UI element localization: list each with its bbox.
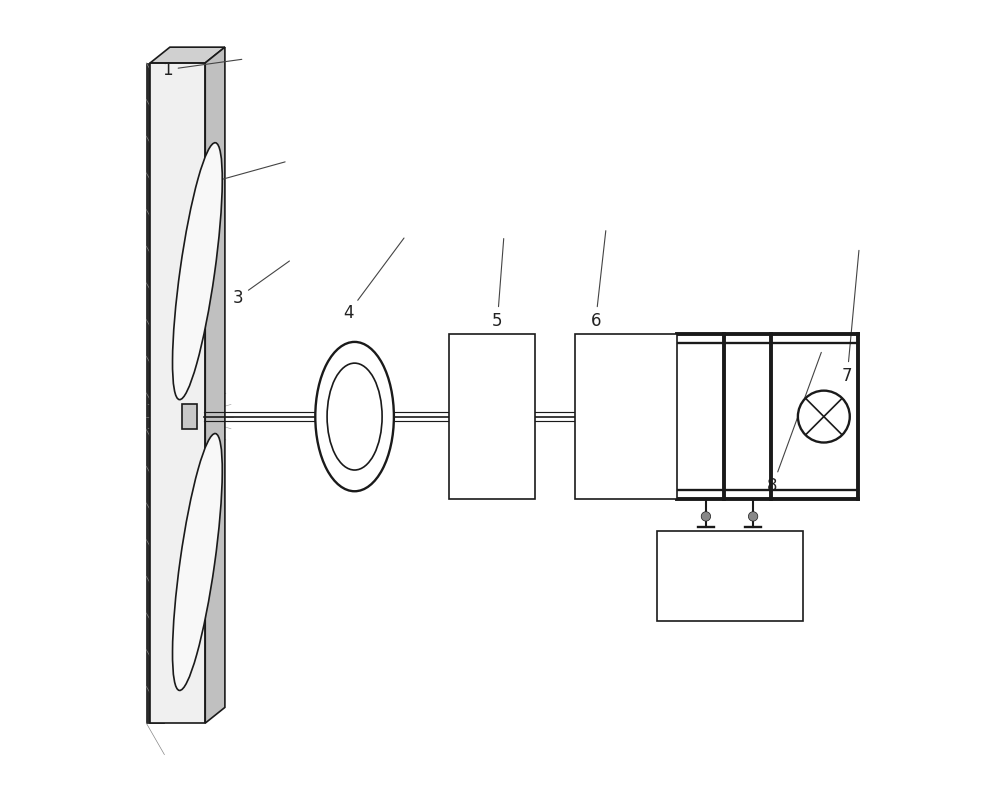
Ellipse shape — [173, 434, 222, 690]
Ellipse shape — [315, 342, 394, 491]
Text: 4: 4 — [343, 238, 404, 322]
Circle shape — [748, 512, 758, 521]
Ellipse shape — [173, 143, 222, 399]
Circle shape — [701, 512, 711, 521]
Polygon shape — [205, 47, 225, 723]
Polygon shape — [150, 63, 205, 723]
Polygon shape — [146, 63, 164, 723]
Bar — [449, 334, 535, 499]
Text: 6: 6 — [590, 231, 606, 330]
Text: 5: 5 — [492, 239, 504, 330]
Text: 1: 1 — [162, 59, 242, 79]
Circle shape — [798, 391, 850, 443]
Text: 2: 2 — [201, 162, 285, 193]
Text: 7: 7 — [842, 251, 859, 385]
FancyBboxPatch shape — [182, 404, 197, 429]
Text: 3: 3 — [233, 261, 289, 307]
Bar — [657, 531, 803, 621]
Polygon shape — [150, 47, 225, 63]
Text: 8: 8 — [767, 352, 821, 495]
Bar — [575, 334, 677, 499]
